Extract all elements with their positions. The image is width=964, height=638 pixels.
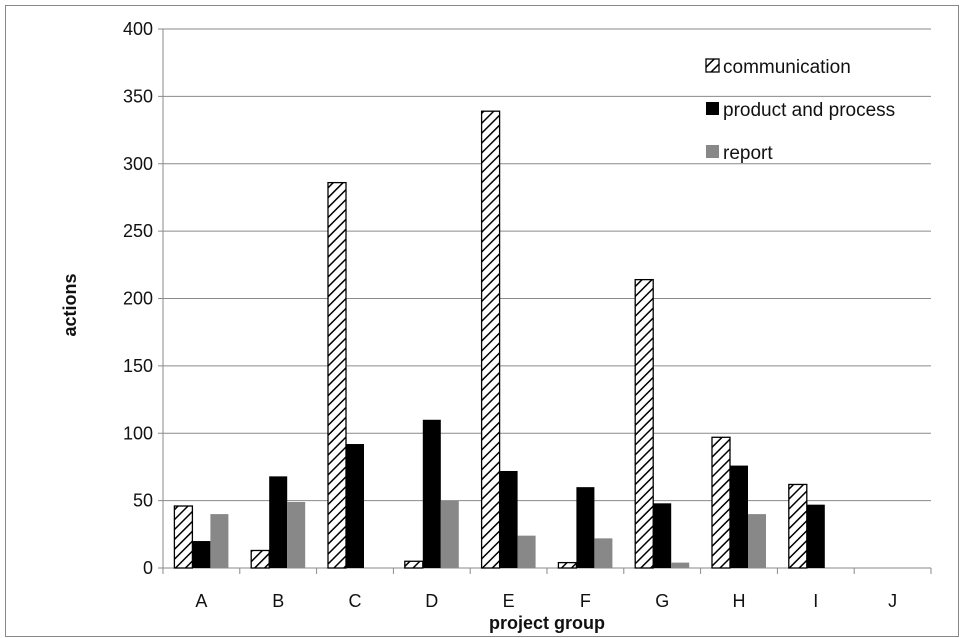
tick-labels: 0 50 100 150 200 250 300 350 400 A B C D E F G H I J: [123, 19, 897, 611]
y-tick-label: 0: [143, 558, 153, 578]
bar-communication-I: [788, 483, 808, 569]
bar-product-and-process-A: [192, 541, 211, 568]
bar-product-and-process-E: [499, 470, 518, 568]
bar-communication-D: [404, 560, 424, 569]
bar-communication-C: [327, 181, 347, 569]
bar-report-G: [671, 562, 690, 568]
bar-product-and-process-C: [346, 444, 364, 568]
legend-swatch: [706, 145, 719, 158]
bar-communication-F: [557, 561, 578, 569]
x-tick-label: H: [733, 591, 746, 611]
bar-product-and-process-H: [730, 465, 748, 568]
x-tick-label: J: [888, 591, 897, 611]
bar-report-E: [517, 535, 536, 568]
x-tick-label: I: [813, 591, 818, 611]
legend-label: report: [723, 143, 773, 164]
x-tick-label: A: [195, 591, 207, 611]
bar-report-H: [748, 514, 766, 568]
bar-report-B: [287, 501, 306, 568]
x-tick-label: C: [349, 591, 362, 611]
x-tick-label: D: [425, 591, 438, 611]
bar-communication-H: [711, 436, 731, 569]
y-tick-label: 200: [123, 289, 153, 309]
bar-product-and-process-I: [806, 504, 825, 568]
legend-label: product and process: [723, 100, 895, 121]
bars: [173, 110, 825, 569]
y-tick-label: 300: [123, 154, 153, 174]
y-tick-label: 400: [123, 19, 153, 39]
y-tick-label: 50: [133, 491, 153, 511]
bar-communication-A: [173, 505, 194, 569]
x-tick-label: B: [272, 591, 284, 611]
bar-product-and-process-G: [653, 503, 672, 568]
y-tick-label: 100: [123, 423, 153, 443]
bar-report-D: [440, 500, 459, 568]
bar-product-and-process-F: [576, 487, 595, 568]
bar-product-and-process-D: [422, 419, 441, 568]
legend-swatch: [706, 102, 719, 115]
bar-product-and-process-B: [269, 476, 288, 568]
y-tick-label: 150: [123, 356, 153, 376]
bar-report-F: [594, 538, 613, 568]
x-axis-title: project group: [489, 613, 605, 633]
legend: communication product and process report: [705, 57, 895, 164]
bar-report-A: [210, 514, 229, 568]
x-tick-label: G: [655, 591, 669, 611]
x-tick-label: F: [580, 591, 591, 611]
bar-communication-E: [480, 110, 501, 569]
x-tick-label: E: [503, 591, 515, 611]
bar-communication-B: [250, 549, 270, 569]
legend-swatch: [705, 58, 720, 73]
bar-communication-G: [634, 278, 654, 569]
y-tick-label: 350: [123, 86, 153, 106]
legend-label: communication: [723, 57, 851, 78]
y-tick-label: 250: [123, 221, 153, 241]
y-axis-title: actions: [60, 273, 80, 336]
